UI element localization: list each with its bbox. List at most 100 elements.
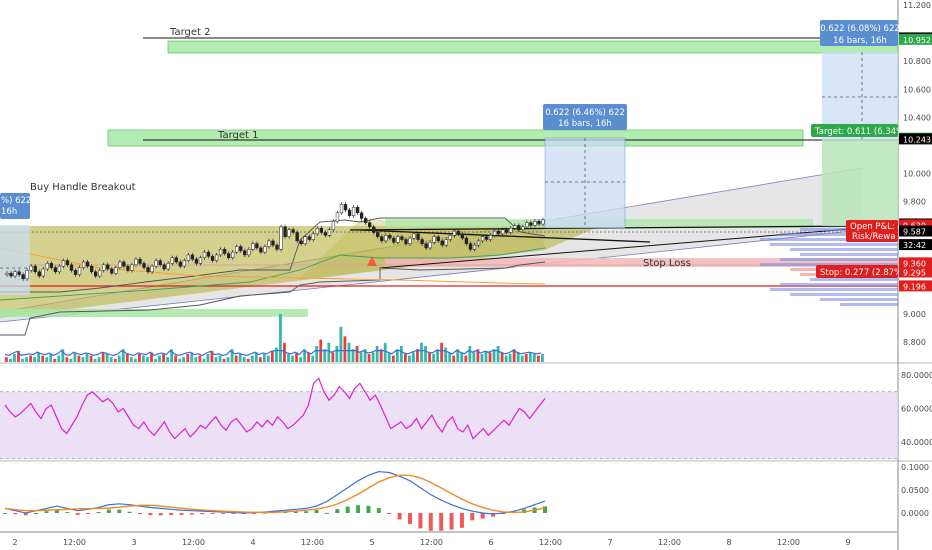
- channel-lower-line[interactable]: [0, 229, 863, 323]
- candle[interactable]: [347, 209, 352, 216]
- candle[interactable]: [331, 220, 336, 230]
- time-axis[interactable]: 2 12:00 3 12:00 4 12:00 5 12:00 6 12:00 7 12:00 8 12:…: [12, 538, 850, 547]
- candle[interactable]: [98, 270, 102, 277]
- candle[interactable]: [239, 246, 243, 251]
- candle[interactable]: [355, 206, 360, 214]
- candle[interactable]: [464, 237, 469, 244]
- candle[interactable]: [416, 233, 420, 240]
- candle[interactable]: [226, 253, 231, 259]
- candle[interactable]: [351, 206, 356, 216]
- candle[interactable]: [517, 225, 521, 230]
- candle[interactable]: [45, 263, 49, 270]
- candle[interactable]: [9, 272, 13, 277]
- candle[interactable]: [271, 240, 275, 246]
- candle[interactable]: [452, 230, 456, 236]
- candle[interactable]: [130, 264, 134, 271]
- candle[interactable]: [89, 265, 94, 273]
- candle[interactable]: [315, 228, 319, 235]
- long-position-box-left[interactable]: [0, 225, 30, 295]
- candle[interactable]: [291, 229, 295, 233]
- candle[interactable]: [251, 243, 255, 250]
- lower-band[interactable]: [0, 261, 546, 336]
- stop-loss-label[interactable]: Stop Loss: [643, 258, 691, 269]
- candle[interactable]: [484, 236, 489, 240]
- candle[interactable]: [29, 265, 33, 271]
- candle[interactable]: [162, 264, 166, 270]
- candle[interactable]: [73, 270, 78, 275]
- candle[interactable]: [102, 264, 106, 271]
- candle[interactable]: [476, 240, 481, 246]
- candle[interactable]: [420, 239, 424, 244]
- candle[interactable]: [468, 243, 473, 250]
- candle[interactable]: [37, 271, 41, 277]
- candle[interactable]: [182, 260, 186, 267]
- candle[interactable]: [448, 235, 452, 240]
- price-axis[interactable]: 11.200 10.800 10.600 10.400 10.000 9.800 9.000…: [899, 1, 932, 518]
- candle[interactable]: [247, 249, 251, 256]
- candle[interactable]: [319, 228, 324, 233]
- candle[interactable]: [198, 257, 203, 264]
- macd-line[interactable]: [4, 470, 546, 515]
- candle[interactable]: [61, 260, 66, 267]
- candle[interactable]: [85, 261, 90, 267]
- signal-triangle-icon[interactable]: [367, 256, 377, 266]
- candle[interactable]: [368, 222, 372, 228]
- candle[interactable]: [206, 251, 211, 257]
- candle[interactable]: [492, 230, 497, 236]
- candle[interactable]: [146, 267, 150, 273]
- candle[interactable]: [521, 226, 525, 230]
- candle[interactable]: [158, 260, 162, 266]
- candle[interactable]: [81, 261, 86, 268]
- candle[interactable]: [412, 233, 416, 239]
- upper-band[interactable]: [0, 217, 546, 293]
- candle[interactable]: [178, 261, 182, 267]
- candle[interactable]: [263, 246, 267, 253]
- candle[interactable]: [513, 225, 517, 229]
- candle[interactable]: [174, 257, 178, 263]
- candle[interactable]: [283, 226, 287, 237]
- target-1-zone[interactable]: [107, 129, 804, 147]
- macd-signal-line[interactable]: [4, 474, 546, 514]
- candle[interactable]: [440, 240, 444, 246]
- candle[interactable]: [110, 268, 114, 274]
- candle[interactable]: [376, 232, 380, 237]
- candle[interactable]: [339, 204, 344, 214]
- candle[interactable]: [134, 258, 138, 266]
- candle[interactable]: [21, 274, 25, 280]
- candle[interactable]: [122, 261, 126, 267]
- candle[interactable]: [194, 258, 199, 264]
- candle[interactable]: [525, 222, 529, 228]
- candle[interactable]: [480, 236, 485, 242]
- candle[interactable]: [529, 222, 533, 226]
- candle[interactable]: [41, 268, 45, 277]
- candle[interactable]: [77, 267, 82, 275]
- candle[interactable]: [444, 239, 448, 246]
- candle[interactable]: [364, 218, 368, 223]
- candle[interactable]: [222, 249, 227, 254]
- candle[interactable]: [57, 265, 62, 273]
- candle[interactable]: [126, 265, 130, 271]
- candle[interactable]: [94, 271, 98, 277]
- candle[interactable]: [190, 254, 195, 260]
- olive-triangle-zone[interactable]: [0, 226, 600, 318]
- candle[interactable]: [372, 226, 376, 233]
- candle[interactable]: [218, 249, 223, 256]
- rsi-line[interactable]: [4, 377, 546, 440]
- candle[interactable]: [424, 243, 428, 249]
- candle[interactable]: [307, 236, 311, 240]
- candle[interactable]: [235, 246, 239, 253]
- candle[interactable]: [214, 254, 219, 261]
- candle[interactable]: [335, 212, 340, 222]
- candle[interactable]: [472, 244, 477, 250]
- candle[interactable]: [408, 237, 412, 244]
- candle[interactable]: [279, 226, 283, 250]
- stop-loss-zone[interactable]: [385, 258, 898, 267]
- moving-average-green[interactable]: [0, 247, 546, 301]
- candle[interactable]: [267, 240, 271, 247]
- trend-line[interactable]: [359, 229, 651, 243]
- candle[interactable]: [501, 229, 505, 235]
- moving-average-orange[interactable]: [0, 247, 546, 285]
- candle[interactable]: [202, 251, 207, 258]
- candle[interactable]: [303, 236, 307, 244]
- candle[interactable]: [287, 229, 291, 237]
